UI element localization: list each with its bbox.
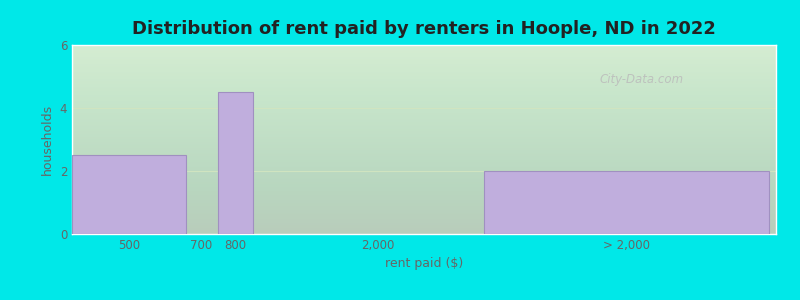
X-axis label: rent paid ($): rent paid ($) <box>385 257 463 270</box>
Bar <box>72 155 186 234</box>
Text: City-Data.com: City-Data.com <box>600 73 684 85</box>
Title: Distribution of rent paid by renters in Hoople, ND in 2022: Distribution of rent paid by renters in … <box>132 20 716 38</box>
Bar <box>218 92 254 234</box>
Y-axis label: households: households <box>41 104 54 175</box>
Bar <box>485 171 769 234</box>
